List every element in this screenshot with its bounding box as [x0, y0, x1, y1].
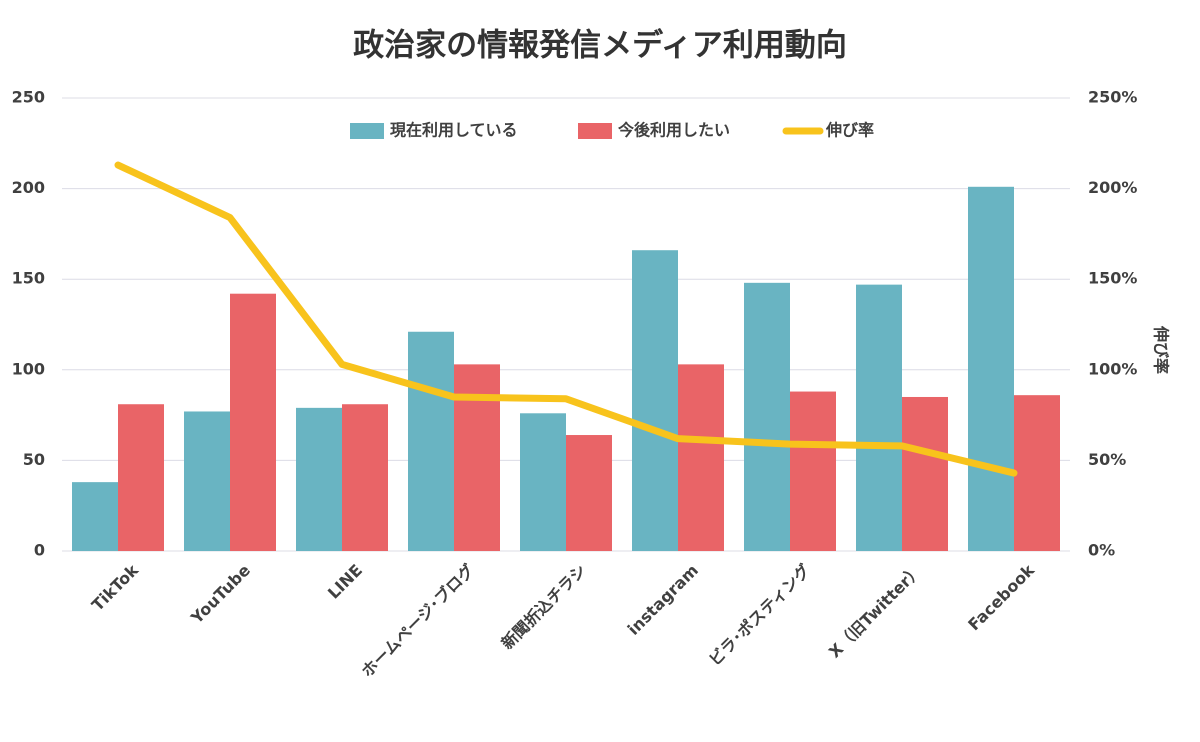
x-tick-label: ホームページ･ブログ	[358, 561, 478, 681]
y-tick-label: 50	[23, 450, 45, 469]
y-tick-label: 0	[34, 541, 45, 560]
bar	[856, 284, 902, 551]
y-tick-label: 200	[12, 178, 45, 197]
x-tick-label: ビラ･ポスティング	[705, 561, 814, 670]
bar	[230, 293, 276, 551]
x-tick-label: LINE	[324, 561, 366, 603]
x-tick-label: YouTube	[187, 560, 255, 628]
x-tick-label: X（旧Twitter）	[825, 561, 926, 662]
bar	[408, 331, 454, 551]
x-tick-label: instagram	[624, 561, 702, 639]
y2-axis-label: 伸び率	[1152, 325, 1171, 374]
y-tick-label: 250	[12, 88, 45, 107]
bar	[72, 482, 118, 551]
bar	[520, 413, 566, 551]
legend-label: 今後利用したい	[617, 121, 730, 140]
bar	[566, 435, 612, 551]
y2-tick-label: 150%	[1088, 269, 1137, 288]
y2-tick-label: 0%	[1088, 541, 1115, 560]
bar	[184, 411, 230, 551]
x-tick-label: Facebook	[964, 560, 1038, 634]
y2-tick-label: 250%	[1088, 88, 1137, 107]
legend-swatch	[350, 123, 384, 139]
y2-tick-label: 50%	[1088, 450, 1126, 469]
legend-swatch	[578, 123, 612, 139]
bar	[678, 364, 724, 551]
x-tick-label: 新聞折込チラシ	[498, 561, 590, 653]
bar	[454, 364, 500, 551]
bar	[1014, 395, 1060, 551]
x-tick-label: TikTok	[88, 560, 142, 614]
bar	[342, 404, 388, 551]
bar	[296, 407, 342, 551]
bar	[632, 250, 678, 551]
y2-tick-label: 100%	[1088, 359, 1137, 378]
y-tick-label: 100	[12, 359, 45, 378]
legend-label: 現在利用している	[390, 121, 518, 140]
line	[114, 161, 1018, 477]
bar	[790, 391, 836, 551]
bar	[902, 396, 948, 551]
bar	[744, 282, 790, 551]
bar	[118, 404, 164, 551]
legend-label: 伸び率	[825, 121, 874, 140]
y-tick-label: 150	[12, 269, 45, 288]
y2-tick-label: 200%	[1088, 178, 1137, 197]
chart-title: 政治家の情報発信メディア利用動向	[353, 28, 847, 64]
bar	[968, 186, 1014, 551]
